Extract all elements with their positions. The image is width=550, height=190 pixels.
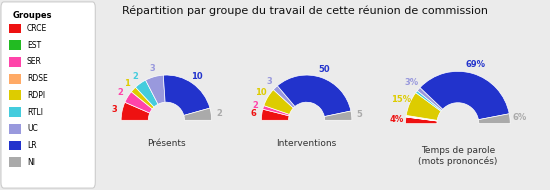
Wedge shape: [417, 88, 443, 110]
Wedge shape: [184, 108, 212, 120]
Text: 3: 3: [111, 105, 117, 114]
Wedge shape: [324, 111, 352, 120]
Wedge shape: [264, 90, 293, 114]
Text: RDPI: RDPI: [27, 91, 45, 100]
Text: 4%: 4%: [389, 115, 403, 124]
Wedge shape: [416, 91, 442, 111]
Text: 10: 10: [191, 72, 203, 81]
Text: 2: 2: [133, 72, 139, 81]
Bar: [9, 40, 21, 50]
Text: 3: 3: [149, 64, 155, 73]
Bar: [9, 74, 21, 84]
Bar: [9, 90, 21, 100]
Wedge shape: [131, 87, 154, 109]
Text: 5: 5: [357, 110, 362, 119]
FancyBboxPatch shape: [1, 2, 95, 188]
Wedge shape: [135, 80, 158, 107]
Text: LR: LR: [27, 141, 36, 150]
Text: CRCE: CRCE: [27, 24, 47, 33]
Text: Présents: Présents: [147, 139, 186, 148]
Bar: [9, 24, 21, 33]
Wedge shape: [406, 115, 437, 120]
Wedge shape: [406, 117, 437, 121]
Text: RDSE: RDSE: [27, 74, 48, 83]
Text: 3: 3: [267, 77, 273, 86]
Text: Groupes: Groupes: [13, 11, 52, 20]
Wedge shape: [406, 93, 441, 120]
Bar: [9, 107, 21, 117]
Text: 1: 1: [124, 79, 130, 88]
Wedge shape: [121, 102, 150, 120]
Text: 50: 50: [318, 65, 330, 74]
Wedge shape: [163, 75, 210, 115]
Text: RTLI: RTLI: [27, 108, 43, 117]
Text: 15%: 15%: [391, 95, 411, 104]
Wedge shape: [263, 106, 289, 116]
Text: Temps de parole
(mots prononcés): Temps de parole (mots prononcés): [418, 146, 498, 166]
Bar: [9, 124, 21, 134]
Wedge shape: [273, 86, 295, 108]
Text: Interventions: Interventions: [277, 139, 337, 148]
Text: 3%: 3%: [404, 78, 419, 87]
Text: 2: 2: [118, 88, 124, 97]
Text: UC: UC: [27, 124, 38, 133]
Text: 6%: 6%: [512, 113, 526, 122]
Bar: [9, 157, 21, 167]
Wedge shape: [261, 109, 289, 120]
Bar: [9, 141, 21, 150]
Wedge shape: [420, 71, 509, 120]
Text: 10: 10: [255, 89, 267, 97]
Text: SER: SER: [27, 57, 42, 66]
Wedge shape: [146, 75, 165, 104]
Text: EST: EST: [27, 41, 41, 50]
Wedge shape: [277, 75, 351, 117]
Text: 2: 2: [252, 101, 258, 110]
Wedge shape: [478, 114, 510, 124]
Wedge shape: [125, 92, 152, 113]
Text: 69%: 69%: [465, 60, 485, 69]
Wedge shape: [405, 117, 437, 124]
Wedge shape: [406, 116, 437, 121]
Text: 6: 6: [251, 109, 257, 118]
Bar: [9, 57, 21, 67]
Text: Répartition par groupe du travail de cette réunion de commission: Répartition par groupe du travail de cet…: [122, 6, 488, 16]
Text: 2: 2: [216, 108, 222, 118]
Text: NI: NI: [27, 158, 35, 167]
